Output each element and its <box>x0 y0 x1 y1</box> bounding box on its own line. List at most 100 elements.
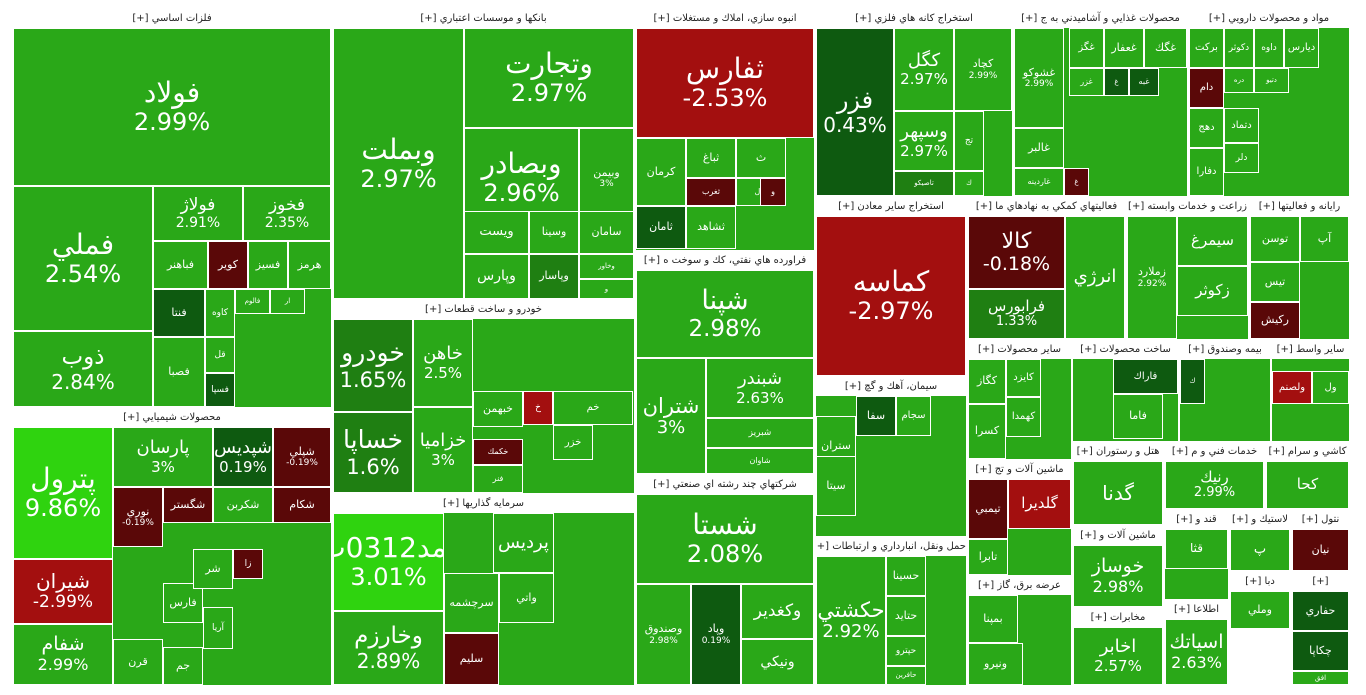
stock-tile[interactable]: و <box>579 279 634 299</box>
sector-title[interactable]: فعاليتهاي كمكي به نهادهاي ما [+] <box>968 198 1125 216</box>
stock-tile[interactable]: فولاژ 2.91% <box>153 186 243 241</box>
stock-tile[interactable]: اسياتك 2.63% <box>1165 619 1228 685</box>
stock-tile[interactable]: غگز <box>1069 28 1104 68</box>
stock-tile[interactable]: سيتا <box>816 456 856 516</box>
stock-tile[interactable]: غعفار <box>1104 28 1144 68</box>
stock-tile[interactable]: كرمان <box>636 138 686 206</box>
stock-tile[interactable]: خودرو 1.65% <box>333 319 413 412</box>
stock-tile[interactable]: فارس <box>163 583 203 623</box>
stock-tile[interactable]: ك <box>954 171 984 196</box>
stock-tile[interactable]: كسرا <box>968 404 1006 459</box>
stock-tile[interactable]: وپاسار <box>529 254 579 299</box>
stock-tile[interactable]: غشوكو 2.99% <box>1014 28 1064 128</box>
sector-title[interactable]: حمل ونقل، انبارداري و ارتباطات [+] <box>816 538 966 556</box>
stock-tile[interactable]: حتايد <box>886 596 926 636</box>
stock-tile[interactable]: دره <box>1224 68 1254 93</box>
stock-tile[interactable]: ث <box>736 138 786 178</box>
stock-tile[interactable]: ول <box>1312 371 1349 404</box>
stock-tile[interactable]: شبريز <box>706 418 814 448</box>
stock-tile[interactable]: قثا <box>1165 529 1228 569</box>
stock-tile[interactable]: ونيكي <box>741 639 814 685</box>
stock-tile[interactable]: تيمبي <box>968 479 1008 539</box>
stock-tile[interactable]: شگستر <box>163 487 213 523</box>
sector-title[interactable]: كاشي و سرام [+] <box>1266 443 1349 461</box>
stock-tile[interactable]: انرژي <box>1065 216 1125 339</box>
stock-tile[interactable]: سجام <box>896 396 931 436</box>
stock-tile[interactable]: گلديرا <box>1008 479 1071 529</box>
stock-tile[interactable]: شكربن <box>213 487 273 523</box>
stock-tile[interactable]: پرديس <box>493 513 554 573</box>
stock-tile[interactable]: ديارس <box>1284 28 1319 68</box>
stock-tile[interactable]: سرآمد0312ب013.01% <box>333 513 444 611</box>
stock-tile[interactable]: نيان <box>1292 529 1349 571</box>
stock-tile[interactable]: پترول 9.86% <box>13 427 113 559</box>
sector-title[interactable]: ماشين آلات و [+] <box>1073 527 1163 545</box>
stock-tile[interactable]: فخوز 2.35% <box>243 186 331 241</box>
sector-title[interactable]: استخراج ساير معادن [+] <box>816 198 966 216</box>
stock-tile[interactable]: فنتا <box>153 289 205 337</box>
stock-tile[interactable]: فصبا <box>153 337 205 407</box>
stock-tile[interactable]: وملي <box>1230 591 1290 629</box>
stock-tile[interactable]: ونيرو <box>968 643 1023 685</box>
stock-tile[interactable]: شستا 2.08% <box>636 494 814 584</box>
sector-title[interactable]: محصولات غذايي و آشاميدني به ج [+] <box>1014 10 1187 28</box>
sector-title[interactable]: دبا [+] <box>1230 573 1290 591</box>
stock-tile[interactable]: خساپا 1.6% <box>333 412 413 493</box>
sector-title[interactable]: مخابرات [+] <box>1073 609 1163 627</box>
stock-tile[interactable]: قل <box>205 337 235 373</box>
stock-tile[interactable]: دام <box>1189 68 1224 108</box>
stock-tile[interactable]: فسيز <box>248 241 288 289</box>
sector-title[interactable]: خودرو و ساخت قطعات [+] <box>333 301 634 319</box>
sector-title[interactable]: ساخت محصولات [+] <box>1073 341 1178 359</box>
sector-title[interactable]: قند و [+] <box>1165 511 1228 529</box>
sector-title[interactable]: اطلاعا [+] <box>1165 601 1228 619</box>
stock-tile[interactable]: سفا <box>856 396 896 436</box>
stock-tile[interactable]: ثفارس -2.53% <box>636 28 814 138</box>
stock-tile[interactable]: وخاور <box>579 254 634 279</box>
sector-title[interactable]: نتول [+] <box>1292 511 1349 529</box>
stock-tile[interactable]: سرچشمه <box>444 573 499 633</box>
sector-title[interactable]: فلزات اساسي [+] <box>13 10 331 28</box>
stock-tile[interactable]: جم <box>163 647 203 685</box>
stock-tile[interactable]: كاوه <box>205 289 235 337</box>
sector-title[interactable]: ساير واسط [+] <box>1272 341 1349 359</box>
stock-tile[interactable]: افق <box>1292 671 1349 685</box>
stock-tile[interactable]: دلر <box>1224 143 1259 173</box>
sector-title[interactable]: رايانه و فعاليتها [+] <box>1250 198 1349 216</box>
stock-tile[interactable]: پ <box>1230 529 1290 571</box>
stock-tile[interactable]: آپ <box>1300 216 1349 262</box>
stock-tile[interactable]: شر <box>193 549 233 589</box>
stock-tile[interactable]: توسن <box>1250 216 1300 262</box>
stock-tile[interactable]: خبهمن <box>473 391 523 427</box>
stock-tile[interactable]: شبندر 2.63% <box>706 358 814 418</box>
sector-title[interactable]: سيمان، آهك و گچ [+] <box>816 378 966 396</box>
stock-tile[interactable]: شيران -2.99% <box>13 559 113 624</box>
stock-tile[interactable]: خزاميا 3% <box>413 407 473 493</box>
stock-tile[interactable]: كچاد 2.99% <box>954 28 1012 111</box>
stock-tile[interactable]: دهج <box>1189 108 1224 148</box>
stock-tile[interactable]: وتجارت 2.97% <box>464 28 634 128</box>
stock-tile[interactable]: شفام 2.99% <box>13 624 113 685</box>
sector-title[interactable]: خدمات فني و م [+] <box>1165 443 1264 461</box>
stock-tile[interactable]: شكام <box>273 487 331 523</box>
sector-title[interactable]: بيمه وصندوق [+] <box>1180 341 1270 359</box>
stock-tile[interactable]: شپلي -0.19% <box>273 427 331 487</box>
stock-tile[interactable]: رنيك 2.99% <box>1165 461 1264 509</box>
sector-title[interactable]: بانكها و موسسات اعتباري [+] <box>333 10 634 28</box>
stock-tile[interactable]: فباهنر <box>153 241 208 289</box>
sector-title[interactable]: عرضه برق، گاز [+] <box>968 577 1071 595</box>
stock-tile[interactable]: ار <box>270 289 305 314</box>
stock-tile[interactable]: وصندوق 2.98% <box>636 584 691 685</box>
stock-tile[interactable]: خاهن 2.5% <box>413 319 473 407</box>
stock-tile[interactable]: ثامان <box>636 206 686 249</box>
stock-tile[interactable]: كگاز <box>968 359 1006 404</box>
stock-tile[interactable]: حفاري <box>1292 591 1349 631</box>
sector-title[interactable]: انبوه سازي، املاك و مستغلات [+] <box>636 10 814 28</box>
stock-tile[interactable]: زملارد 2.92% <box>1127 216 1177 339</box>
stock-tile[interactable]: وسينا <box>529 211 579 254</box>
stock-tile[interactable]: خكمك <box>473 439 523 465</box>
stock-tile[interactable]: ركيش <box>1250 302 1300 339</box>
stock-tile[interactable]: خوساز 2.98% <box>1073 545 1163 607</box>
stock-tile[interactable]: وكغدير <box>741 584 814 639</box>
stock-tile[interactable]: بمپنا <box>968 595 1018 643</box>
